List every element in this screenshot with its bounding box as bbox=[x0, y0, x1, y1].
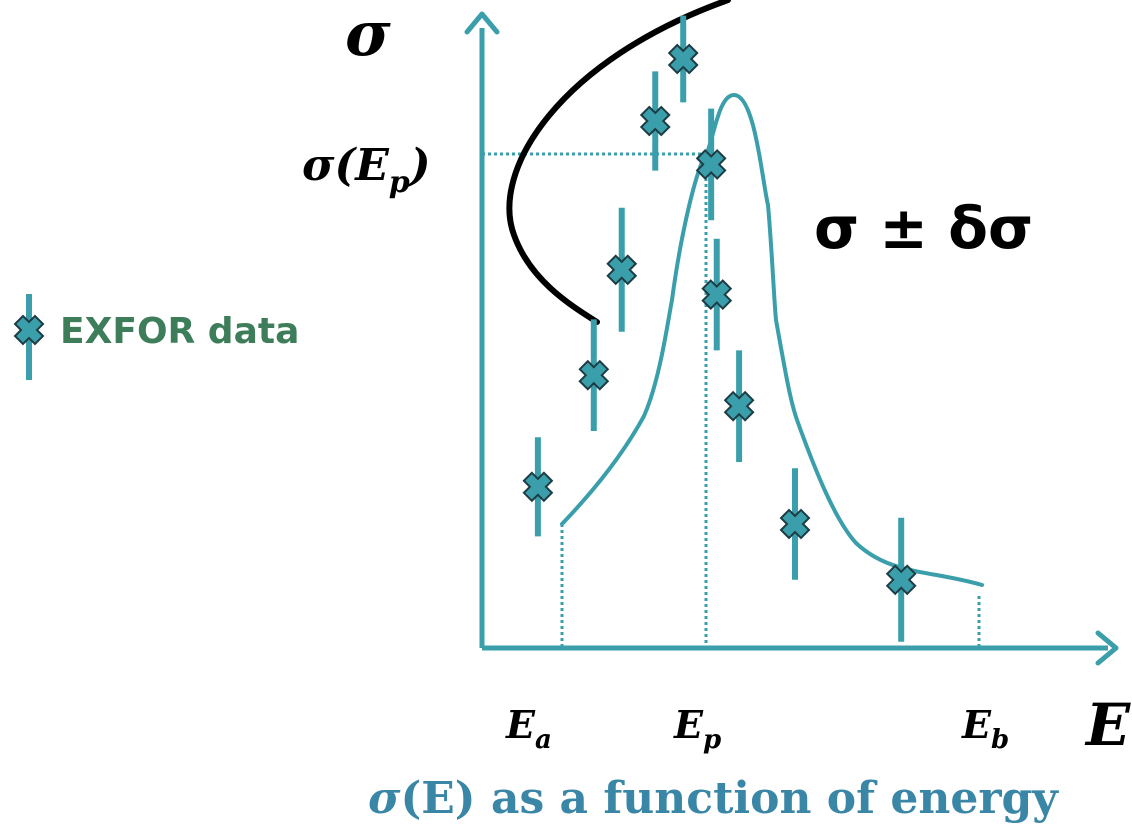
caption-sigma: σ bbox=[368, 773, 401, 824]
eb-label: Eb bbox=[961, 702, 1009, 755]
data-marker bbox=[885, 564, 917, 596]
ea-subscript: a bbox=[535, 725, 552, 755]
data-point bbox=[695, 108, 727, 221]
y-axis-symbol: σ bbox=[345, 0, 391, 70]
sigma-ep-subscript: p bbox=[389, 165, 410, 200]
data-point bbox=[606, 207, 638, 332]
data-marker bbox=[606, 254, 638, 286]
cross-section-curve bbox=[560, 92, 984, 587]
ep-main: E bbox=[673, 702, 704, 747]
data-marker bbox=[701, 279, 733, 311]
caption-rest: (E) as a function of energy bbox=[400, 773, 1059, 824]
eb-main: E bbox=[961, 702, 992, 747]
data-point bbox=[723, 350, 755, 462]
data-points bbox=[522, 15, 917, 642]
data-marker bbox=[639, 105, 671, 137]
data-point bbox=[667, 15, 699, 103]
y-axis-arrowhead bbox=[464, 11, 500, 35]
data-marker bbox=[578, 359, 610, 391]
ep-subscript: p bbox=[703, 725, 721, 755]
data-marker bbox=[695, 148, 727, 180]
legend: EXFOR data bbox=[13, 294, 299, 380]
x-axis-arrowhead bbox=[1095, 630, 1119, 666]
data-point bbox=[701, 238, 733, 351]
sigma-ep-label: σ(Ep) bbox=[302, 140, 431, 200]
sigma-ep-close: ) bbox=[408, 140, 431, 191]
ea-main: E bbox=[505, 702, 536, 747]
data-point bbox=[639, 71, 671, 171]
uncertainty-label: σ ± δσ bbox=[814, 194, 1033, 262]
data-marker bbox=[522, 471, 554, 503]
caption: σ(E) as a function of energy bbox=[368, 773, 1059, 824]
legend-marker bbox=[13, 314, 45, 346]
eb-subscript: b bbox=[991, 725, 1009, 755]
ea-label: Ea bbox=[505, 702, 552, 755]
x-axis-symbol: E bbox=[1084, 691, 1131, 759]
sigma-distribution-arc bbox=[506, 0, 731, 325]
data-point bbox=[779, 468, 811, 580]
data-point bbox=[522, 437, 554, 537]
ep-label: Ep bbox=[673, 702, 721, 755]
data-point bbox=[578, 319, 610, 431]
data-marker bbox=[723, 390, 755, 422]
legend-label: EXFOR data bbox=[60, 311, 299, 352]
sigma-ep-main: σ(E bbox=[302, 140, 390, 191]
data-point bbox=[885, 517, 917, 642]
data-marker bbox=[779, 508, 811, 540]
data-marker bbox=[667, 43, 699, 75]
